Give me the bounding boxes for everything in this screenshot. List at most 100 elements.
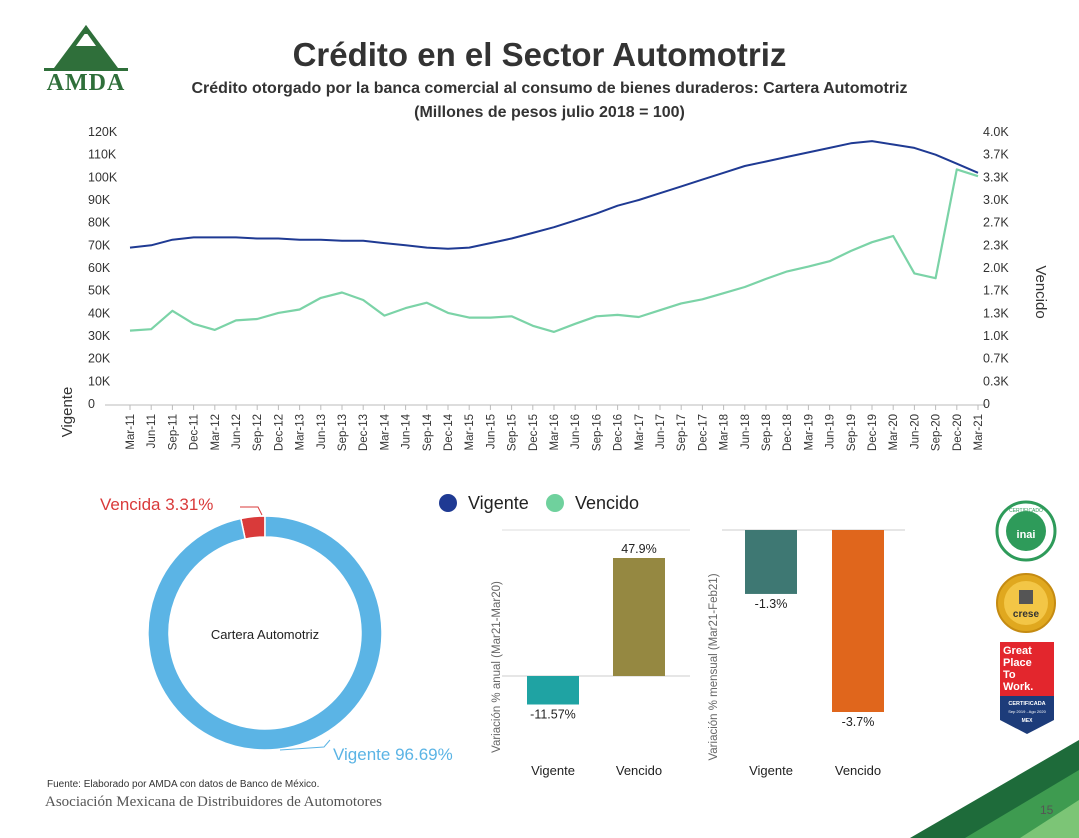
x-tick-label: Jun-12: [231, 414, 243, 449]
x-tick-label: Sep-13: [337, 414, 349, 451]
bar-value-label: -1.3%: [755, 597, 788, 611]
bar-category-label: Vigente: [531, 763, 575, 778]
x-tick-label: Sep-15: [507, 414, 519, 451]
x-tick-label: Sep-17: [676, 414, 688, 451]
x-tick-label: Sep-14: [422, 413, 434, 451]
x-tick-label: Sep-11: [167, 414, 179, 450]
y-tick-label-left: 0: [88, 397, 95, 411]
donut-slice-vigente: [147, 515, 383, 751]
legend-label-vigente: Vigente: [468, 493, 529, 513]
x-tick-label: Jun-17: [655, 414, 667, 449]
bar-value-label: -3.7%: [842, 715, 875, 729]
x-tick-label: Sep-19: [846, 414, 858, 451]
y-axis-label: Variación % anual (Mar21-Mar20): [491, 581, 503, 753]
x-tick-label: Dec-20: [952, 414, 964, 451]
logo-text: AMDA: [46, 70, 126, 96]
y-tick-label-left: 60K: [88, 261, 111, 275]
donut-center-label: Cartera Automotriz: [211, 627, 319, 642]
slice-label-vencida: Vencida 3.31%: [100, 495, 213, 514]
y-axis-label-left: Vigente: [59, 387, 76, 438]
donut-chart: Cartera Automotriz Vencida 3.31% Vigente…: [100, 495, 453, 764]
y-tick-label-right: 0.7K: [983, 352, 1009, 366]
organization-name: Asociación Mexicana de Distribuidores de…: [45, 794, 383, 810]
bar-chart-mensual: Variación % mensual (Mar21-Feb21) -1.3% V…: [708, 529, 905, 778]
y-tick-label-left: 90K: [88, 193, 111, 207]
y-tick-label-left: 40K: [88, 306, 111, 320]
svg-text:inai: inai: [1017, 529, 1036, 541]
source-footnote: Fuente: Elaborado por AMDA con datos de …: [47, 779, 320, 790]
y-tick-label-right: 1.0K: [983, 329, 1009, 343]
svg-text:Place: Place: [1003, 657, 1032, 669]
x-tick-label: Dec-14: [443, 413, 455, 451]
inai-badge-icon: CERTIFICADO inai: [995, 500, 1057, 562]
bar-category-label: Vigente: [749, 763, 793, 778]
y-tick-label-right: 2.3K: [983, 238, 1009, 252]
x-tick-label: Mar-18: [719, 414, 731, 450]
y-tick-label-right: 0: [983, 397, 990, 411]
x-tick-label: Jun-11: [146, 414, 158, 448]
x-tick-label: Jun-13: [316, 414, 328, 449]
series-line-vencido: [129, 168, 979, 333]
bar-value-label: -11.57%: [530, 708, 576, 722]
leader-line-vencida: [240, 506, 263, 516]
y-tick-label-right: 3.0K: [983, 193, 1009, 207]
bar-vencido: [613, 558, 665, 676]
y-tick-label-right: 4.0K: [983, 125, 1009, 139]
x-tick-label: Sep-18: [761, 414, 773, 451]
x-tick-label: Dec-19: [867, 414, 879, 451]
y-tick-label-left: 70K: [88, 238, 111, 252]
x-tick-label: Mar-14: [379, 413, 391, 450]
y-axis-label-right: Vencido: [1032, 265, 1049, 318]
y-tick-label-left: 100K: [88, 170, 118, 184]
x-tick-label: Jun-18: [740, 414, 752, 449]
x-tick-label: Dec-15: [528, 414, 540, 451]
page-number: 15: [1040, 803, 1054, 817]
x-tick-label: Mar-17: [634, 414, 646, 450]
y-tick-label-right: 1.3K: [983, 306, 1009, 320]
y-tick-label-left: 50K: [88, 284, 111, 298]
amda-logo: AMDA: [40, 22, 132, 98]
y-tick-label-right: 3.7K: [983, 148, 1009, 162]
svg-text:Great: Great: [1003, 645, 1032, 657]
x-tick-label: Dec-17: [697, 414, 709, 451]
x-tick-label: Mar-16: [549, 414, 561, 450]
y-axis-label: Variación % mensual (Mar21-Feb21): [708, 573, 720, 760]
bar-value-label: 47.9%: [621, 542, 656, 556]
y-tick-label-left: 20K: [88, 352, 111, 366]
x-tick-label: Sep-12: [252, 414, 264, 451]
page-title: Crédito en el Sector Automotriz: [292, 36, 787, 73]
y-tick-label-left: 120K: [88, 125, 118, 139]
x-tick-label: Jun-19: [825, 414, 837, 449]
leader-line-vigente: [279, 739, 331, 751]
bar-category-label: Vencido: [835, 763, 881, 778]
bar-vigente: [745, 530, 797, 594]
x-tick-label: Mar-15: [464, 414, 476, 450]
svg-text:CERTIFICADO: CERTIFICADO: [1009, 508, 1043, 514]
y-tick-label-right: 1.7K: [983, 284, 1009, 298]
x-tick-label: Jun-14: [401, 413, 413, 449]
chart-subtitle: Crédito otorgado por la banca comercial …: [191, 80, 908, 97]
bar-category-label: Vencido: [616, 763, 662, 778]
svg-text:Sep 2019 - Ago 2020: Sep 2019 - Ago 2020: [1008, 709, 1046, 714]
gptw-badge-icon: Great Place To Work. CERTIFICADA Sep 201…: [1000, 642, 1054, 734]
series-line-vigente: [129, 140, 979, 250]
y-tick-label-left: 30K: [88, 329, 111, 343]
line-chart: 0 10K 20K 30K 40K 50K 60K 70K 80K 90K 100K 110K 120K…: [59, 125, 1049, 451]
svg-text:MEX: MEX: [1022, 718, 1034, 724]
x-tick-label: Sep-20: [931, 414, 943, 451]
slice-label-vigente: Vigente 96.69%: [333, 745, 453, 764]
x-tick-label: Dec-18: [782, 414, 794, 451]
svg-text:Work.: Work.: [1003, 681, 1033, 693]
y-tick-label-right: 2.7K: [983, 216, 1009, 230]
bar-vencido: [832, 530, 884, 712]
y-tick-label-right: 3.3K: [983, 170, 1009, 184]
x-tick-label: Dec-11: [189, 414, 201, 450]
x-tick-label: Dec-12: [273, 414, 285, 451]
svg-text:crese: crese: [1013, 609, 1040, 620]
y-tick-label-left: 110K: [88, 148, 117, 162]
x-tick-label: Mar-13: [295, 414, 307, 450]
bar-vigente: [527, 676, 579, 705]
crese-badge-icon: crese: [996, 573, 1056, 633]
x-tick-label: Mar-11: [125, 414, 137, 450]
x-tick-label: Mar-12: [210, 414, 222, 450]
